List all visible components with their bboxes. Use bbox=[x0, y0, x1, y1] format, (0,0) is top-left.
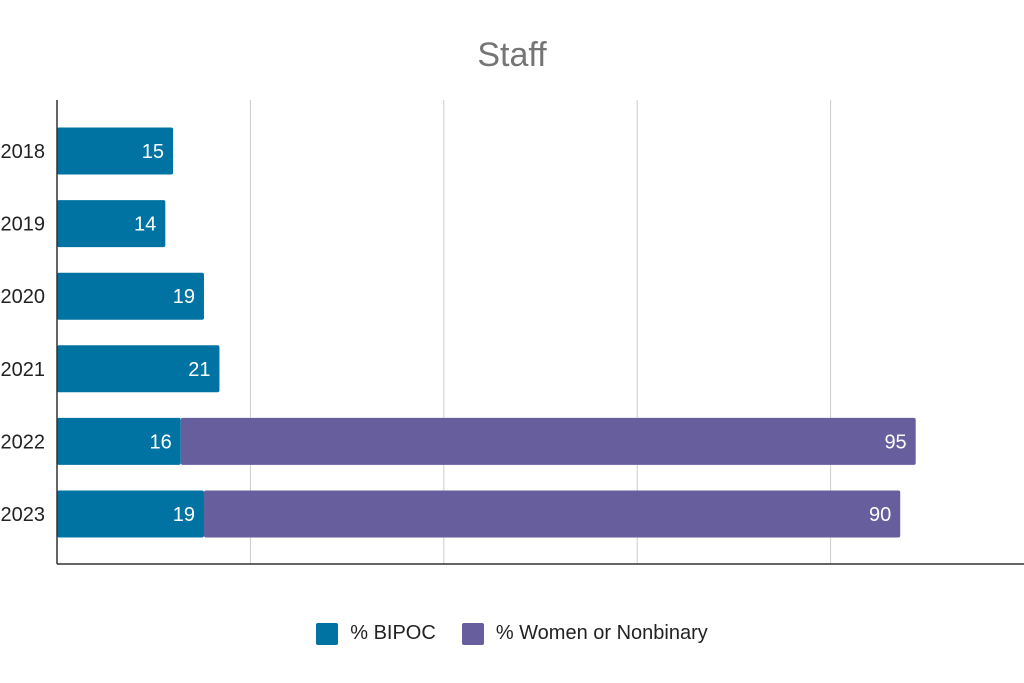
data-label-bipoc: 16 bbox=[150, 431, 172, 453]
bar-women-nonbinary bbox=[203, 490, 901, 538]
category-label: 2020 bbox=[1, 286, 46, 308]
bar-bipoc bbox=[57, 200, 166, 248]
bar-bipoc bbox=[57, 127, 174, 175]
chart-title: Staff bbox=[477, 36, 547, 74]
data-label-women-nonbinary: 95 bbox=[884, 431, 906, 453]
bar-bipoc bbox=[57, 490, 204, 538]
bar-women-nonbinary bbox=[180, 417, 916, 465]
category-label: 2021 bbox=[1, 359, 46, 381]
data-label-bipoc: 15 bbox=[142, 141, 164, 163]
bar-bipoc bbox=[57, 272, 204, 320]
data-label-women-nonbinary: 90 bbox=[869, 504, 891, 526]
data-label-bipoc: 21 bbox=[188, 359, 210, 381]
legend-item-women-nonbinary: % Women or Nonbinary bbox=[461, 622, 708, 645]
category-label: 2018 bbox=[1, 141, 46, 163]
bar-bipoc bbox=[57, 345, 220, 393]
data-label-bipoc: 14 bbox=[134, 214, 156, 236]
legend-swatch-bipoc bbox=[316, 622, 339, 645]
legend: % BIPOC % Women or Nonbinary bbox=[0, 622, 1024, 645]
data-label-bipoc: 19 bbox=[173, 286, 195, 308]
legend-label-bipoc: % BIPOC bbox=[350, 622, 436, 644]
bar-bipoc bbox=[57, 417, 181, 465]
category-label: 2019 bbox=[1, 214, 46, 236]
category-label: 2023 bbox=[1, 504, 46, 526]
data-label-bipoc: 19 bbox=[173, 504, 195, 526]
legend-label-women-nonbinary: % Women or Nonbinary bbox=[495, 622, 708, 644]
legend-item-bipoc: % BIPOC bbox=[316, 622, 436, 645]
category-label: 2022 bbox=[1, 431, 46, 453]
legend-swatch-women-nonbinary bbox=[461, 622, 484, 645]
